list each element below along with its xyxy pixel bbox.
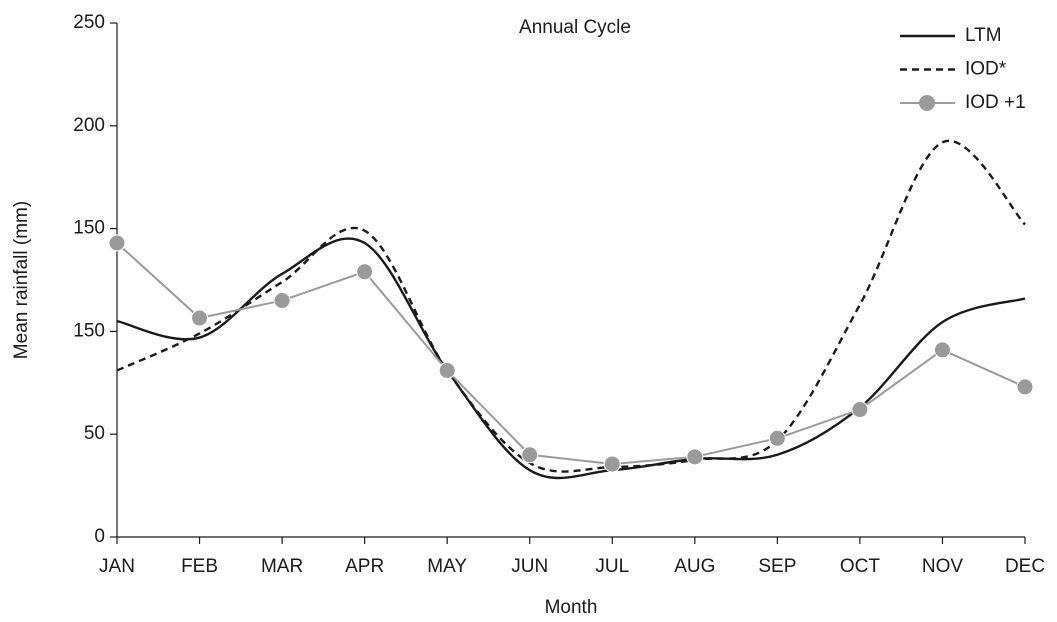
x-tick-label: APR xyxy=(345,556,384,577)
x-axis-label: Month xyxy=(545,597,598,618)
data-point xyxy=(1016,378,1034,396)
x-tick-label: JAN xyxy=(99,556,135,577)
data-point xyxy=(191,309,209,327)
x-tick-label: MAY xyxy=(427,556,467,577)
data-point xyxy=(356,263,374,281)
data-point xyxy=(438,361,456,379)
legend-label: IOD +1 xyxy=(965,92,1026,113)
data-point xyxy=(603,455,621,473)
y-axis-label: Mean rainfall (mm) xyxy=(11,201,32,359)
series-line xyxy=(116,139,1026,473)
legend-label: LTM xyxy=(965,25,1002,46)
x-tick-label: JUN xyxy=(511,556,548,577)
data-point xyxy=(108,234,126,252)
x-tick-label: AUG xyxy=(674,556,715,577)
y-tick-label: 0 xyxy=(94,526,105,547)
chart-title: Annual Cycle xyxy=(519,17,631,38)
x-tick-label: JUL xyxy=(595,556,629,577)
x-tick-label: FEB xyxy=(181,556,218,577)
y-tick-label: 200 xyxy=(73,115,105,136)
x-tick-label: OCT xyxy=(840,556,881,577)
x-tick-label: DEC xyxy=(1005,556,1045,577)
y-tick-label: 250 xyxy=(73,12,105,33)
legend-marker xyxy=(919,95,935,111)
data-point xyxy=(768,429,786,447)
x-tick-label: MAR xyxy=(261,556,303,577)
x-tick-label: NOV xyxy=(922,556,964,577)
data-point xyxy=(273,292,291,310)
y-tick-label: 150 xyxy=(73,320,105,341)
data-point xyxy=(686,448,704,466)
data-point xyxy=(933,341,951,359)
series-line xyxy=(116,237,1026,480)
data-point xyxy=(851,401,869,419)
y-tick-label: 150 xyxy=(73,218,105,239)
data-point xyxy=(521,446,539,464)
x-tick-label: SEP xyxy=(758,556,796,577)
legend-label: IOD* xyxy=(965,59,1007,80)
series-line xyxy=(116,242,1026,466)
y-tick-label: 50 xyxy=(84,423,105,444)
